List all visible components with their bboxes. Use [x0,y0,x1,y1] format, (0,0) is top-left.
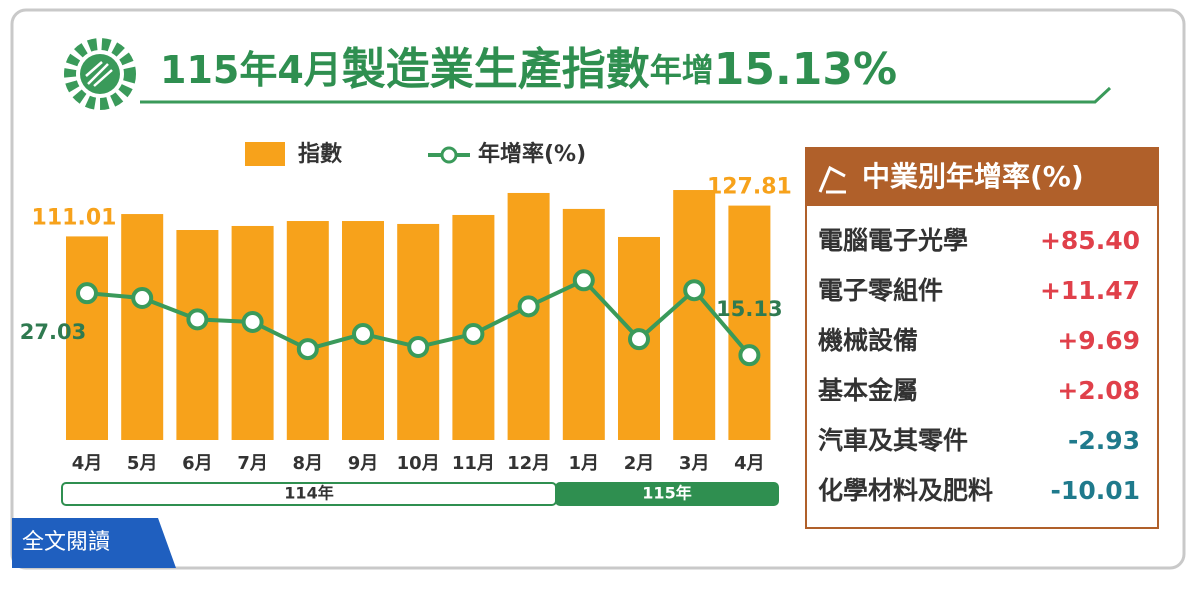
industry-name: 基本金屬 [818,376,918,405]
industry-growth: +9.69 [1057,326,1140,355]
x-tick-label: 12月 [507,453,550,474]
industry-name: 化學材料及肥料 [818,476,993,505]
x-tick-label: 4月 [72,453,103,474]
industry-growth: +11.47 [1040,276,1140,305]
industry-name: 機械設備 [818,326,918,355]
industry-growth: +2.08 [1057,376,1140,405]
legend-label: 年增率(%) [478,141,586,167]
title-underline [140,86,1112,104]
growth-point [131,287,154,310]
x-tick-label: 9月 [348,453,379,474]
industry-growth: +85.40 [1040,226,1140,255]
industry-name: 汽車及其零件 [818,426,968,455]
line-value-label: 27.03 [20,320,86,344]
growth-point [628,328,650,351]
growth-point [517,295,540,318]
growth-point [572,269,595,292]
bar [286,221,329,440]
x-tick-label: 3月 [679,453,710,474]
industry-name: 電腦電子光學 [818,226,968,255]
side-header [806,148,1158,206]
legend-label: 指數 [298,142,342,167]
growth-point [186,308,209,331]
page-title: 115年4月製造業生產指數年增15.13% [160,44,897,95]
industry-growth: -10.01 [1051,476,1140,505]
growth-point [296,338,319,361]
read-button[interactable]: 全文閱讀 [22,530,110,555]
x-tick-label: 2月 [624,453,655,474]
industry-growth: -2.93 [1068,426,1140,455]
x-tick-label: 4月 [734,453,765,474]
x-tick-label: 11月 [452,453,495,474]
bar [562,208,605,440]
x-tick-label: 1月 [569,453,600,474]
bar [121,214,164,440]
x-tick-label: 8月 [293,453,324,474]
growth-point [76,282,98,305]
bar-value-label: 127.81 [707,175,792,200]
read-button-bg[interactable] [12,518,176,568]
legend-swatch [440,146,458,164]
robot-icon [818,165,846,194]
year-group-label: 115年 [642,484,691,503]
year-group-label: 114年 [284,484,333,503]
gear-icon [64,38,136,110]
bar-value-label: 111.01 [32,205,117,230]
side-title: 中業別年增率(%) [862,160,1084,193]
x-tick-label: 7月 [237,453,268,474]
title-part: 製造業生產指數 [342,44,650,95]
growth-point [462,322,485,345]
growth-point [738,344,761,367]
bar [673,190,716,440]
bar [176,230,219,440]
x-tick-label: 6月 [182,453,213,474]
bar [397,223,440,440]
industry-name: 電子零組件 [818,276,943,305]
bar [66,236,108,440]
growth-point [241,310,264,333]
side-panel [805,147,1159,529]
x-tick-label: 5月 [127,453,158,474]
bar [231,225,274,440]
x-tick-label: 10月 [397,453,440,474]
legend-swatch [245,142,285,166]
year-group-box [555,482,779,506]
title-part: 115年4月 [160,48,342,92]
title-part: 年增 [650,51,714,89]
bar [728,205,771,440]
growth-point [407,335,430,358]
title-part: 15.13% [714,44,897,95]
line-value-label: 15.13 [716,297,782,321]
growth-point [352,322,374,345]
growth-point [683,279,706,302]
